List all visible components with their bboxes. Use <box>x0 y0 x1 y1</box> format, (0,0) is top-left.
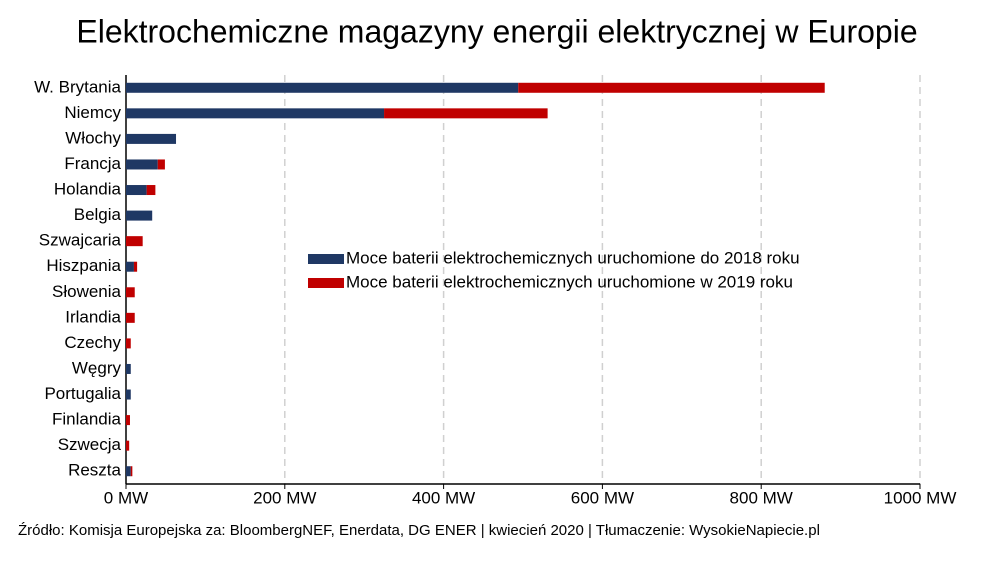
legend-label: Moce baterii elektrochemicznych uruchomi… <box>346 272 793 291</box>
legend-swatch <box>308 254 344 264</box>
chart-title: Elektrochemiczne magazyny energii elektr… <box>76 13 917 49</box>
legend-label: Moce baterii elektrochemicznych uruchomi… <box>346 248 800 267</box>
bar-segment <box>126 287 135 298</box>
y-tick-label: Szwecja <box>58 435 122 454</box>
bar-segment <box>384 108 548 119</box>
bar-segment <box>126 338 131 349</box>
y-tick-label: Szwajcaria <box>39 231 122 250</box>
y-tick-label: Irlandia <box>65 307 121 326</box>
bar-segment <box>126 236 143 247</box>
bar-segment <box>126 389 131 400</box>
y-tick-label: Hiszpania <box>46 256 121 275</box>
bar-segment <box>126 185 147 196</box>
y-tick-label: Portugalia <box>44 384 121 403</box>
bar-segment <box>126 415 130 426</box>
bar-segment <box>146 185 156 196</box>
bar-segment <box>157 159 165 170</box>
y-tick-label: Czechy <box>64 333 121 352</box>
x-tick-label: 200 MW <box>253 488 316 507</box>
bar-segment <box>518 82 825 93</box>
bar-segment <box>126 363 131 374</box>
y-tick-label: Francja <box>64 154 121 173</box>
bar-segment <box>126 108 385 119</box>
y-tick-label: Belgia <box>74 205 122 224</box>
y-tick-label: Węgry <box>72 358 122 377</box>
bar-segment <box>126 440 130 451</box>
y-tick-label: W. Brytania <box>34 77 121 96</box>
bar-segment <box>126 133 177 144</box>
legend-swatch <box>308 278 344 288</box>
bar-segment <box>126 312 135 323</box>
bar-segment <box>130 466 133 477</box>
x-tick-label: 1000 MW <box>884 488 957 507</box>
bar-segment <box>126 159 158 170</box>
x-tick-label: 0 MW <box>104 488 148 507</box>
x-tick-label: 600 MW <box>571 488 634 507</box>
y-tick-label: Finlandia <box>52 410 122 429</box>
x-tick-label: 400 MW <box>412 488 475 507</box>
bar-segment <box>126 261 134 272</box>
bar-segment <box>126 466 131 477</box>
x-tick-label: 800 MW <box>730 488 793 507</box>
y-tick-label: Włochy <box>65 128 121 147</box>
source-note: Źródło: Komisja Europejska za: Bloomberg… <box>18 522 820 539</box>
y-tick-label: Niemcy <box>64 103 121 122</box>
bar-segment <box>126 210 153 221</box>
y-tick-label: Holandia <box>54 180 122 199</box>
y-tick-label: Reszta <box>68 461 121 480</box>
bar-segment <box>133 261 138 272</box>
y-tick-label: Słowenia <box>52 282 122 301</box>
bar-segment <box>126 82 519 93</box>
